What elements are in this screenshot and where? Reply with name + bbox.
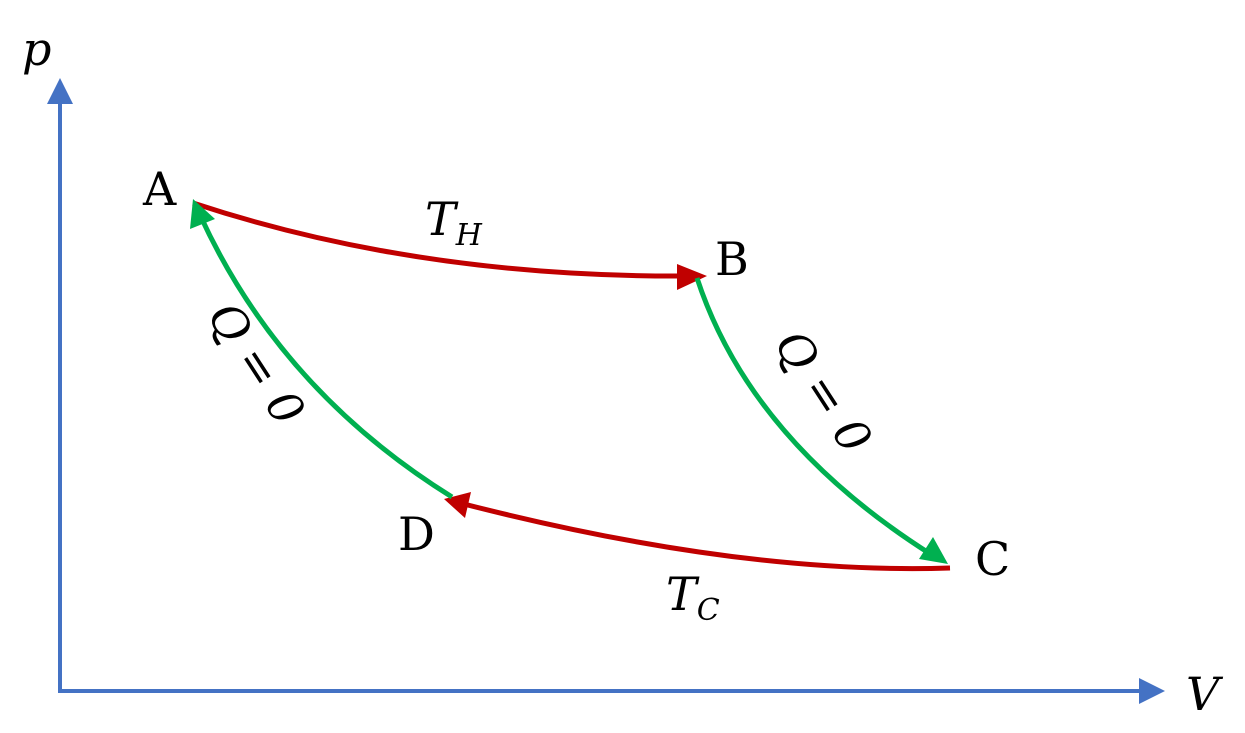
adiabat-right-label: Q = 0 <box>764 320 883 462</box>
isotherm-hot-ab <box>192 200 707 290</box>
point-label-c: C <box>975 532 1010 586</box>
y-axis-arrowhead <box>47 78 73 104</box>
adiabat-da-arrowhead <box>190 199 215 229</box>
point-label-d: D <box>398 507 435 561</box>
x-axis-arrowhead <box>1139 678 1165 704</box>
adiabat-bc-curve <box>694 277 934 558</box>
x-axis-label: V <box>1186 667 1224 721</box>
adiabat-da <box>190 199 454 500</box>
adiabat-left-label: Q = 0 <box>197 292 316 434</box>
isotherm-cold-curve <box>459 500 951 572</box>
isotherm-cold-label: TC <box>666 567 720 628</box>
isotherm-hot-curve <box>192 200 691 279</box>
point-label-a: A <box>142 162 177 216</box>
isotherm-hot-label-sub: H <box>455 218 483 253</box>
isotherm-cold-label-sub: C <box>697 593 720 628</box>
adiabat-bc <box>694 277 948 564</box>
adiabat-bc-arrowhead <box>919 537 948 564</box>
isotherm-hot-label: TH <box>425 192 483 253</box>
y-axis-label: p <box>22 22 51 76</box>
point-label-b: B <box>715 232 749 286</box>
axes <box>47 78 1165 704</box>
isotherm-cold-label-main: T <box>666 567 700 621</box>
isotherm-cold-cd <box>444 492 951 572</box>
isotherm-hot-arrowhead <box>677 264 707 290</box>
adiabat-da-curve <box>197 213 454 500</box>
isotherm-hot-label-main: T <box>425 192 459 246</box>
